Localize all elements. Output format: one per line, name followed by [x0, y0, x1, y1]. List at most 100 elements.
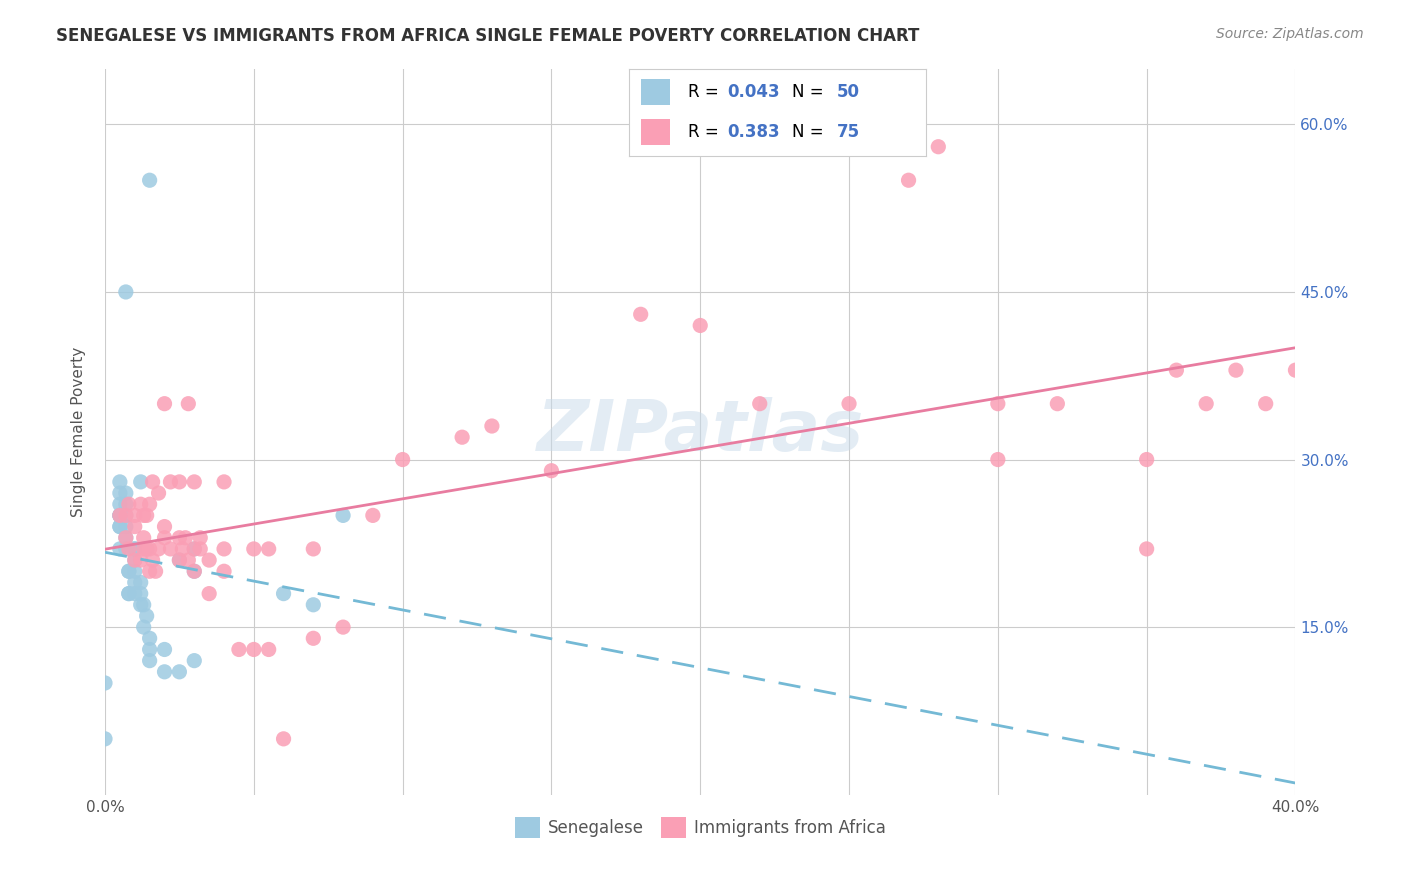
Point	[243, 541, 266, 556]
Point	[153, 397, 176, 411]
Point	[108, 475, 131, 489]
Point	[94, 676, 117, 690]
Point	[689, 318, 711, 333]
Point	[138, 173, 160, 187]
Point	[118, 497, 141, 511]
Point	[129, 598, 152, 612]
Point	[540, 464, 562, 478]
Point	[1046, 397, 1069, 411]
Point	[129, 575, 152, 590]
Point	[129, 475, 152, 489]
Point	[273, 586, 295, 600]
Point	[183, 475, 205, 489]
Point	[138, 497, 160, 511]
Point	[124, 553, 146, 567]
Point	[124, 519, 146, 533]
Point	[114, 285, 136, 299]
Point	[145, 564, 167, 578]
Point	[183, 541, 205, 556]
Point	[108, 519, 131, 533]
Point	[124, 575, 146, 590]
Text: ZIPatlas: ZIPatlas	[537, 397, 863, 467]
Point	[169, 665, 191, 679]
Point	[257, 642, 280, 657]
Point	[302, 541, 325, 556]
Point	[159, 541, 181, 556]
Point	[183, 541, 205, 556]
Point	[332, 508, 354, 523]
Point	[108, 497, 131, 511]
Point	[114, 531, 136, 545]
Point	[153, 531, 176, 545]
Point	[183, 564, 205, 578]
Point	[1166, 363, 1188, 377]
Point	[114, 541, 136, 556]
Point	[129, 586, 152, 600]
Point	[118, 586, 141, 600]
Point	[132, 531, 155, 545]
Point	[108, 508, 131, 523]
Point	[118, 564, 141, 578]
Point	[118, 541, 141, 556]
Point	[169, 475, 191, 489]
Text: Source: ZipAtlas.com: Source: ZipAtlas.com	[1216, 27, 1364, 41]
Point	[391, 452, 413, 467]
Point	[118, 564, 141, 578]
Point	[361, 508, 384, 523]
Point	[257, 541, 280, 556]
Point	[332, 620, 354, 634]
Point	[1136, 541, 1159, 556]
Point	[897, 173, 920, 187]
Point	[302, 632, 325, 646]
Legend: Senegalese, Immigrants from Africa: Senegalese, Immigrants from Africa	[508, 811, 893, 845]
Point	[124, 541, 146, 556]
Point	[1136, 452, 1159, 467]
Point	[108, 519, 131, 533]
Point	[108, 486, 131, 500]
Point	[142, 553, 165, 567]
Point	[927, 139, 949, 153]
Point	[148, 486, 170, 500]
Point	[132, 620, 155, 634]
Point	[124, 586, 146, 600]
Point	[108, 508, 131, 523]
Point	[198, 553, 221, 567]
Point	[114, 531, 136, 545]
Point	[630, 307, 652, 321]
Point	[108, 541, 131, 556]
Point	[124, 541, 146, 556]
Point	[273, 731, 295, 746]
Point	[114, 508, 136, 523]
Point	[451, 430, 474, 444]
Point	[124, 564, 146, 578]
Point	[138, 541, 160, 556]
Point	[838, 397, 860, 411]
Y-axis label: Single Female Poverty: Single Female Poverty	[72, 346, 86, 516]
Point	[987, 397, 1010, 411]
Point	[169, 553, 191, 567]
Point	[142, 475, 165, 489]
Point	[138, 564, 160, 578]
Point	[183, 564, 205, 578]
Point	[114, 486, 136, 500]
Point	[124, 553, 146, 567]
Point	[148, 541, 170, 556]
Point	[174, 531, 197, 545]
Point	[108, 508, 131, 523]
Point	[94, 731, 117, 746]
Point	[183, 654, 205, 668]
Point	[1254, 397, 1277, 411]
Point	[129, 553, 152, 567]
Point	[118, 586, 141, 600]
Point	[169, 531, 191, 545]
Point	[135, 609, 157, 624]
Point	[135, 541, 157, 556]
Point	[153, 519, 176, 533]
Point	[132, 598, 155, 612]
Point	[212, 475, 235, 489]
Text: SENEGALESE VS IMMIGRANTS FROM AFRICA SINGLE FEMALE POVERTY CORRELATION CHART: SENEGALESE VS IMMIGRANTS FROM AFRICA SIN…	[56, 27, 920, 45]
Point	[114, 508, 136, 523]
Point	[748, 397, 770, 411]
Point	[188, 541, 211, 556]
Point	[228, 642, 250, 657]
